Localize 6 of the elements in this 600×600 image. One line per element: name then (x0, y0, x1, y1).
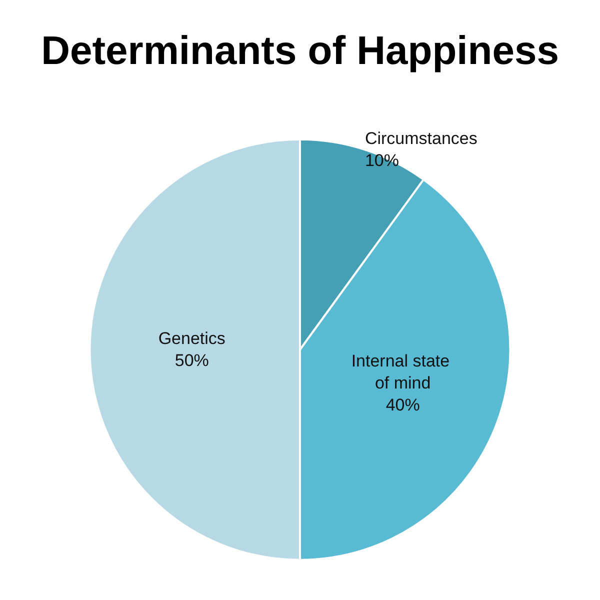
slice-label: Genetics (158, 329, 226, 348)
chart-title: Determinants of Happiness (41, 29, 559, 73)
slice-label: Circumstances (364, 129, 478, 148)
slice-label: Internal state of mind (351, 352, 454, 393)
data-label: 40% (386, 396, 420, 415)
data-label: 50% (174, 351, 209, 370)
